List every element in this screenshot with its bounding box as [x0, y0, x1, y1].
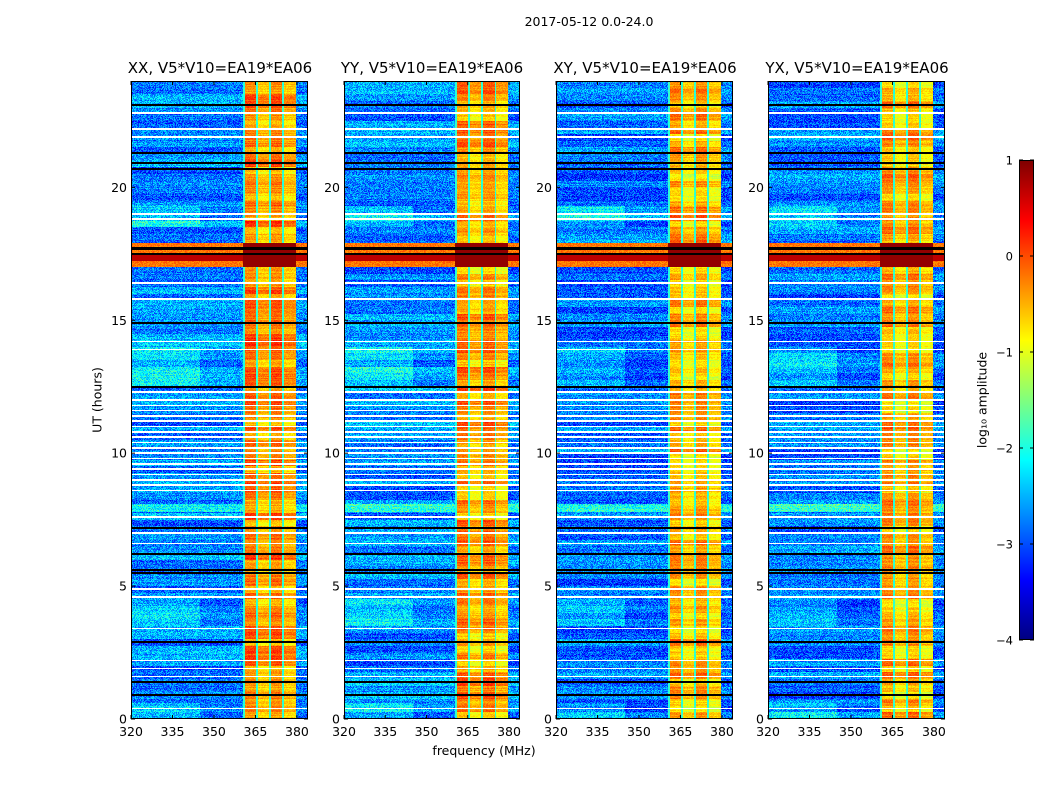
y-tick-label: 5: [119, 579, 127, 594]
x-tick-label: 365: [669, 724, 693, 739]
x-tick-label: 380: [922, 724, 946, 739]
y-tick-label: 10: [748, 446, 764, 461]
panel-title-xy: XY, V5*V10=EA19*EA06: [553, 59, 737, 77]
x-tick-label: 350: [415, 724, 439, 739]
panel-frame: [344, 81, 520, 719]
spectrogram-yx: [768, 81, 945, 719]
colorbar-frame: [1019, 160, 1034, 640]
x-tick-label: 365: [881, 724, 905, 739]
y-tick-label: 15: [324, 313, 340, 328]
y-tick-label: 10: [536, 446, 552, 461]
colorbar-tick-label: 1: [1006, 154, 1013, 168]
y-axis-label: UT (hours): [89, 367, 105, 433]
y-tick-label: 5: [332, 579, 340, 594]
colorbar: [1019, 160, 1034, 640]
y-tick-label: 10: [324, 446, 340, 461]
panel-title-yx: YX, V5*V10=EA19*EA06: [765, 59, 949, 77]
x-tick-label: 365: [456, 724, 480, 739]
y-tick-label: 15: [748, 313, 764, 328]
y-tick-label: 0: [119, 712, 127, 727]
y-tick-label: 5: [544, 579, 552, 594]
colorbar-tick-label: −1: [996, 346, 1013, 360]
y-tick-label: 20: [748, 180, 764, 195]
y-tick-label: 0: [756, 712, 764, 727]
x-tick-label: 350: [627, 724, 651, 739]
x-tick-label: 350: [202, 724, 226, 739]
colorbar-label: log₁₀ amplitude: [974, 351, 990, 449]
panel-frame: [768, 81, 945, 719]
y-tick-label: 10: [111, 446, 127, 461]
panel-frame: [556, 81, 733, 719]
x-tick-label: 380: [710, 724, 734, 739]
x-tick-label: 335: [798, 724, 822, 739]
y-tick-label: 15: [536, 313, 552, 328]
x-axis-label: frequency (MHz): [432, 743, 536, 758]
x-tick-label: 350: [839, 724, 863, 739]
y-tick-label: 20: [324, 180, 340, 195]
panel-title-yy: YY, V5*V10=EA19*EA06: [340, 59, 524, 77]
y-tick-label: 20: [536, 180, 552, 195]
y-tick-label: 15: [111, 313, 127, 328]
panel-frame: [131, 81, 308, 719]
spectrogram-xx: [131, 81, 308, 719]
colorbar-tick-label: −2: [996, 442, 1013, 456]
x-tick-label: 320: [756, 724, 780, 739]
y-tick-label: 20: [111, 180, 127, 195]
x-tick-label: 320: [119, 724, 143, 739]
figure-title: 2017-05-12 0.0-24.0: [524, 14, 654, 29]
x-tick-label: 380: [497, 724, 521, 739]
colorbar-tick-label: −3: [996, 538, 1013, 552]
x-tick-label: 320: [544, 724, 568, 739]
colorbar-tick-label: −4: [996, 634, 1013, 648]
x-tick-label: 335: [373, 724, 397, 739]
x-tick-label: 320: [332, 724, 356, 739]
y-tick-label: 5: [756, 579, 764, 594]
x-tick-label: 380: [285, 724, 309, 739]
spectrogram-yy: [344, 81, 520, 719]
y-tick-label: 0: [332, 712, 340, 727]
x-tick-label: 335: [161, 724, 185, 739]
colorbar-tick-label: 0: [1006, 250, 1013, 264]
x-tick-label: 335: [586, 724, 610, 739]
y-tick-label: 0: [544, 712, 552, 727]
spectrogram-xy: [556, 81, 733, 719]
x-tick-label: 365: [244, 724, 268, 739]
panel-title-xx: XX, V5*V10=EA19*EA06: [127, 59, 313, 77]
